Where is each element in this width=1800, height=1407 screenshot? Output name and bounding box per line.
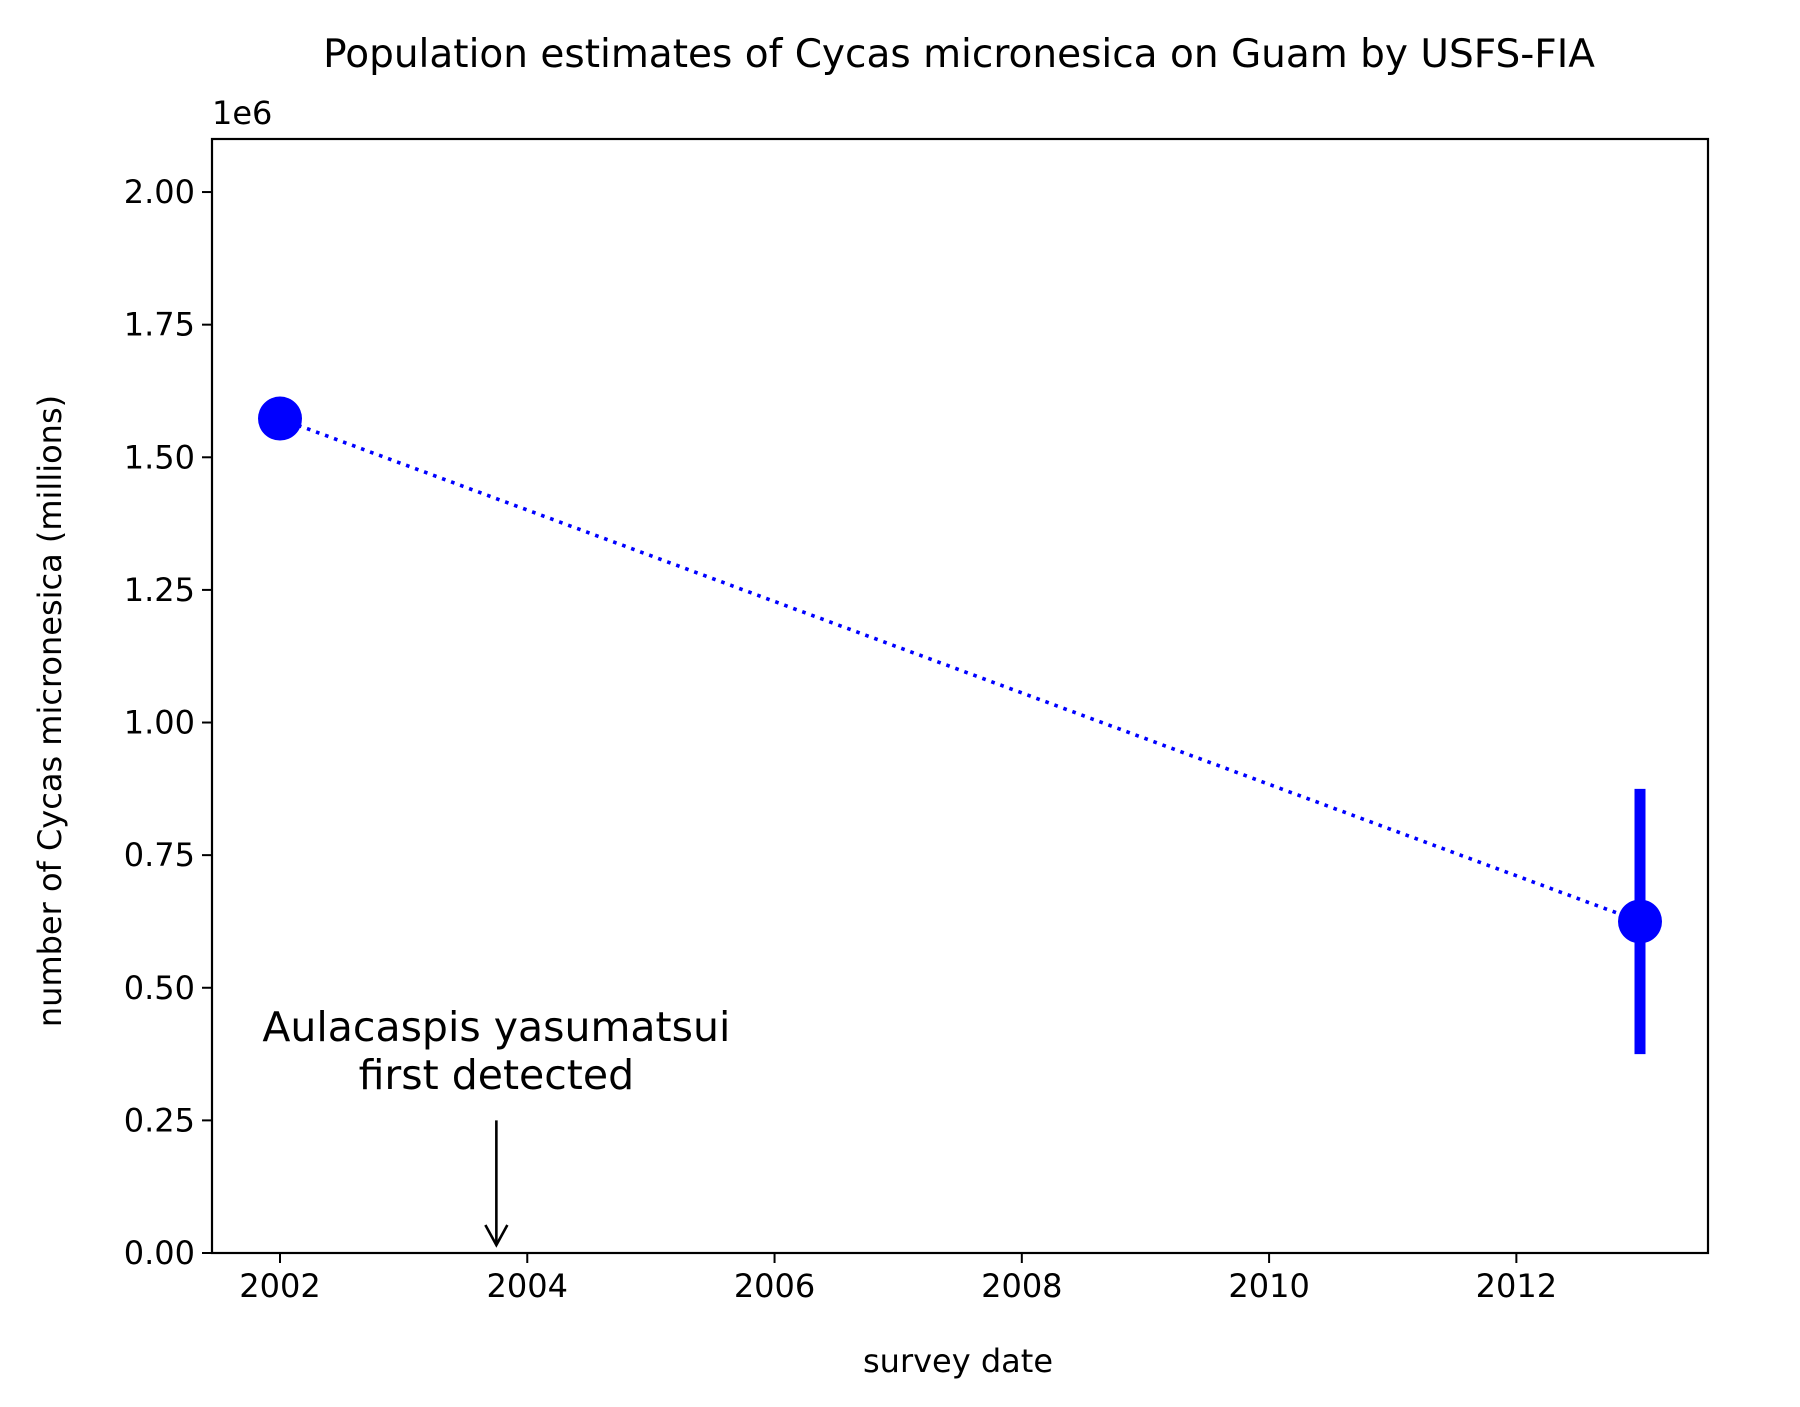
y-tick-label: 0.75 <box>124 836 195 874</box>
chart-title: Population estimates of Cycas micronesic… <box>323 32 1595 77</box>
x-tick-label: 2002 <box>239 1267 320 1305</box>
y-tick-label: 1.75 <box>124 306 195 344</box>
x-tick-label: 2006 <box>734 1267 815 1305</box>
plot-area: 2002 2004 2006 2008 2010 2012 0.00 0.25 0.50 0.75… <box>124 137 1710 1305</box>
y-axis-label: number of Cycas micronesica (millions) <box>31 395 69 1027</box>
x-tick-label: 2008 <box>981 1267 1062 1305</box>
y-tick-label: 1.25 <box>124 571 195 609</box>
y-tick-label: 1.50 <box>124 438 195 476</box>
x-axis-label: survey date <box>863 1342 1053 1380</box>
y-tick-label: 2.00 <box>124 173 195 211</box>
y-tick-label: 1.00 <box>124 704 195 742</box>
y-tick-label: 0.25 <box>124 1101 195 1139</box>
annotation-arrow-head <box>484 1224 509 1248</box>
y-offset-text: 1e6 <box>212 94 272 132</box>
x-tick-label: 2012 <box>1476 1267 1557 1305</box>
annotation-text: Aulacaspis yasumatsui <box>262 1003 730 1051</box>
y-tick-label: 0.50 <box>124 969 195 1007</box>
data-point <box>1618 899 1662 944</box>
x-tick-label: 2004 <box>487 1267 568 1305</box>
series-line <box>279 416 1641 924</box>
x-tick-label: 2010 <box>1228 1267 1309 1305</box>
axes-frame <box>210 137 1710 1255</box>
y-tick-label: 0.00 <box>124 1234 195 1272</box>
data-point <box>258 396 302 441</box>
annotation-text: first detected <box>359 1051 635 1099</box>
